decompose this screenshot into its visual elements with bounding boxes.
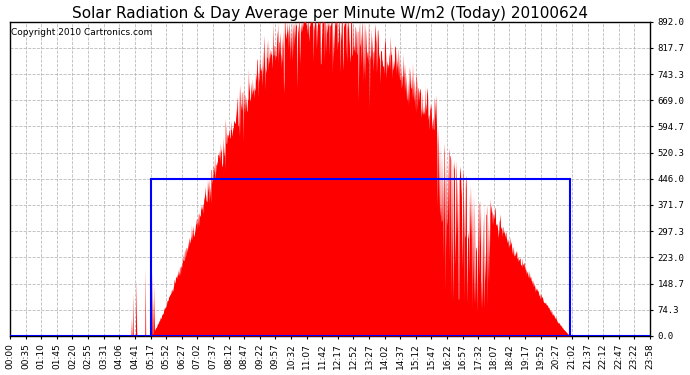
Bar bbox=[151, 179, 571, 336]
Text: Copyright 2010 Cartronics.com: Copyright 2010 Cartronics.com bbox=[11, 28, 152, 37]
Title: Solar Radiation & Day Average per Minute W/m2 (Today) 20100624: Solar Radiation & Day Average per Minute… bbox=[72, 6, 588, 21]
